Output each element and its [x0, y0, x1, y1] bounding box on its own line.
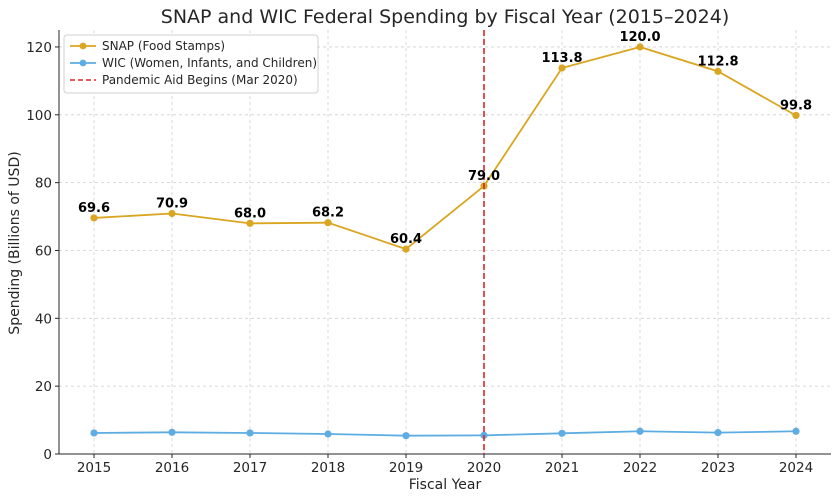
- y-tick-label: 0: [43, 447, 52, 463]
- legend-snap-label: SNAP (Food Stamps): [102, 39, 225, 53]
- legend-snap-swatch-marker: [79, 42, 87, 50]
- y-tick-label: 100: [26, 108, 52, 124]
- y-tick-label: 120: [26, 40, 52, 56]
- snap-point: [558, 64, 566, 72]
- snap-point: [168, 209, 176, 218]
- y-tick-label: 80: [35, 176, 52, 192]
- legend-snap: SNAP (Food Stamps): [70, 39, 225, 53]
- y-tick-label: 20: [35, 379, 52, 395]
- wic-point: [168, 428, 176, 436]
- snap-data-label: 112.8: [697, 54, 738, 69]
- legend: SNAP (Food Stamps) WIC (Women, Infants, a…: [63, 34, 319, 94]
- snap-data-label: 69.6: [78, 201, 110, 216]
- legend-wic-label: WIC (Women, Infants, and Children): [102, 56, 317, 70]
- wic-point: [714, 429, 722, 437]
- snap-data-label: 70.9: [156, 197, 188, 212]
- snap-line: [93, 46, 797, 251]
- x-tick-label: 2021: [545, 460, 579, 476]
- x-tick-label: 2023: [701, 460, 735, 476]
- snap-point: [792, 111, 800, 120]
- y-axis-label: Spending (Billions of USD): [7, 151, 23, 334]
- y-tick-label: 60: [35, 243, 52, 259]
- y-tick-label: 40: [35, 311, 52, 327]
- snap-point: [324, 219, 332, 227]
- x-tick-label: 2024: [779, 460, 813, 476]
- x-tick-label: 2020: [467, 460, 501, 476]
- wic-line: [93, 430, 797, 437]
- legend-wic-swatch-marker: [79, 59, 87, 67]
- snap-point: [246, 219, 254, 227]
- snap-data-label: 113.8: [541, 51, 582, 66]
- wic-point: [636, 427, 644, 435]
- wic-point: [324, 430, 332, 438]
- snap-point: [90, 214, 98, 222]
- wic-point: [558, 429, 566, 437]
- grid: [59, 30, 831, 455]
- x-tick-label: 2017: [233, 460, 267, 476]
- data-labels: 69.6 70.9 68.0 68.2 60.4 79.0 113.8 120.0 112.8 9…: [78, 30, 812, 247]
- chart-title: SNAP and WIC Federal Spending by Fiscal …: [161, 6, 729, 28]
- axes: 0 20 40 60 80 100 120 2015 2016 2017 2018 2019 2020 2…: [26, 30, 831, 476]
- series: [90, 30, 800, 454]
- snap-point: [714, 67, 722, 75]
- snap-data-label: 120.0: [619, 30, 660, 45]
- x-tick-label: 2015: [77, 460, 111, 476]
- wic-point: [792, 427, 800, 435]
- x-tick-label: 2016: [155, 460, 189, 476]
- snap-data-label: 99.8: [780, 98, 812, 113]
- snap-data-label: 79.0: [468, 169, 500, 184]
- snap-data-label: 68.2: [312, 206, 344, 221]
- x-tick-label: 2022: [623, 460, 657, 476]
- x-axis-label: Fiscal Year: [409, 477, 482, 493]
- snap-point: [402, 245, 410, 253]
- legend-pandemic-label: Pandemic Aid Begins (Mar 2020): [102, 73, 298, 87]
- legend-box: [63, 34, 319, 94]
- x-tick-label: 2018: [311, 460, 345, 476]
- snap-point: [636, 43, 644, 51]
- x-tick-label: 2019: [389, 460, 423, 476]
- legend-pandemic: Pandemic Aid Begins (Mar 2020): [70, 73, 298, 87]
- legend-wic: WIC (Women, Infants, and Children): [70, 56, 317, 70]
- wic-point: [402, 432, 410, 440]
- wic-point: [90, 429, 98, 437]
- snap-data-label: 60.4: [390, 232, 422, 247]
- snap-data-label: 68.0: [234, 206, 266, 221]
- wic-point: [246, 429, 254, 437]
